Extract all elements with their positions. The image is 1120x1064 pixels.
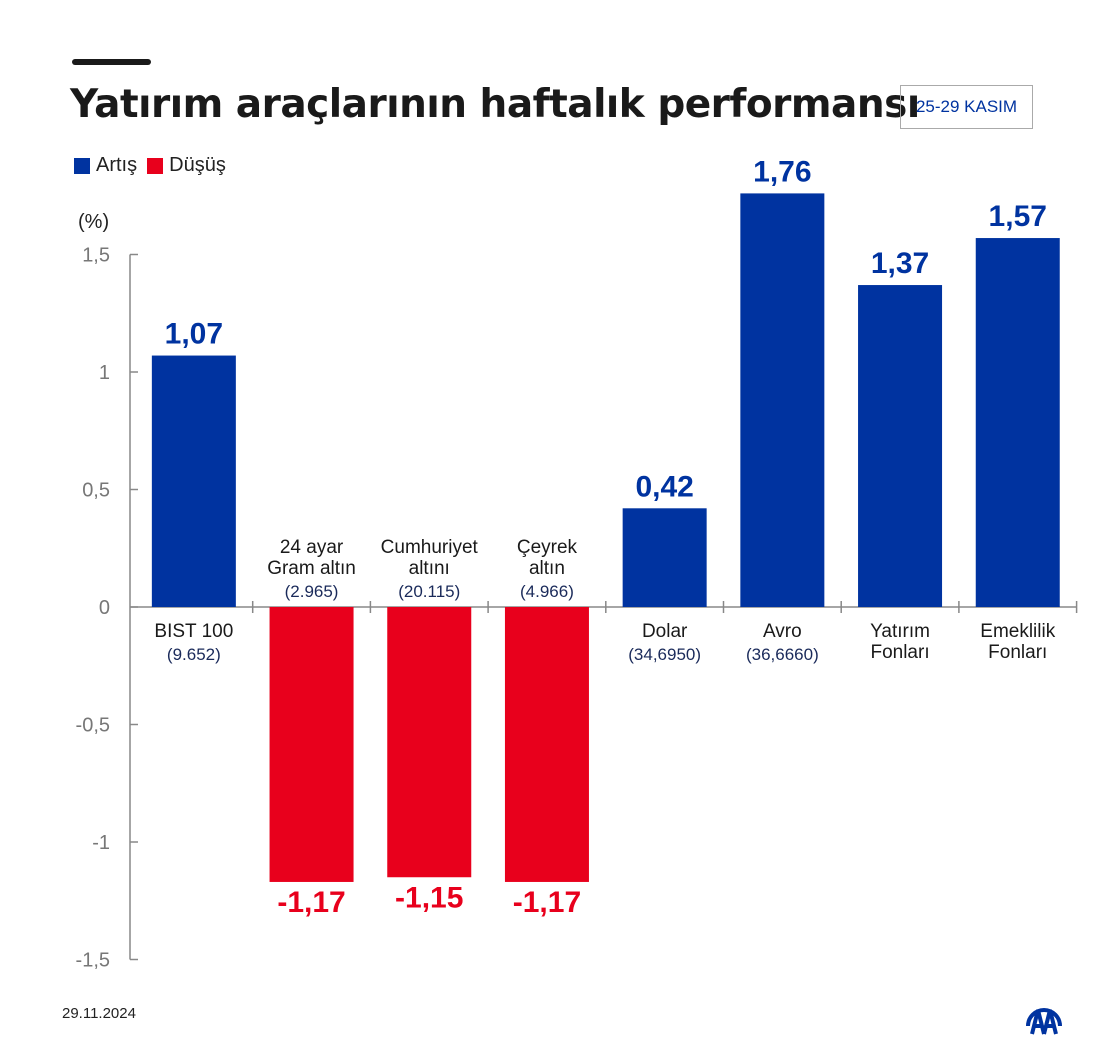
category-sublabel: (34,6950) [628,645,701,664]
chart-title: Yatırım araçlarının haftalık performansı [70,82,920,127]
legend-item-decrease: Düşüş [147,154,226,177]
legend-swatch-decrease [147,157,164,174]
bar-value-label: 1,07 [165,318,223,351]
category-label: Fonları [870,642,929,663]
bar-2 [387,607,472,878]
bar-value-label: 0,42 [635,470,693,503]
y-tick-label: -1,5 [76,950,110,972]
category-label: Çeyrek [517,537,578,558]
category-sublabel: (4.966) [520,582,574,601]
bar-1 [269,607,354,882]
category-label: Dolar [642,621,688,642]
date-range-badge: 25-29 KASIM [900,85,1033,129]
bar-0 [151,355,236,607]
category-sublabel: (36,6660) [746,645,819,664]
category-label: Fonları [988,642,1047,663]
category-label: Gram altın [267,558,356,579]
y-tick-label: 1 [99,362,110,384]
bar-value-label: -1,15 [395,881,463,914]
bar-value-label: 1,57 [989,200,1047,233]
footer-date: 29.11.2024 [62,1005,136,1022]
category-label: altını [409,558,450,579]
category-sublabel: (20.115) [398,582,460,601]
legend-label-decrease: Düşüş [169,154,226,176]
category-label: Emeklilik [980,621,1055,642]
category-label: altın [529,558,565,579]
category-label: 24 ayar [280,537,344,558]
y-tick-label: -1 [92,832,110,854]
aa-logo [1026,1008,1062,1035]
y-tick-label: 0,5 [82,480,110,502]
bar-7 [975,238,1060,608]
bar-6 [858,285,943,607]
bar-value-label: 1,76 [753,155,811,188]
bar-value-label: -1,17 [513,886,581,919]
legend-item-increase: Artış [74,154,137,177]
y-tick-label: 0 [99,597,110,619]
legend: Artış Düşüş [74,154,236,177]
legend-swatch-increase [74,157,90,174]
bar-4 [622,508,707,607]
category-sublabel: (2.965) [285,582,339,601]
bar-value-label: -1,17 [277,886,345,919]
category-label: Yatırım [870,621,930,642]
decorative-bar [72,59,151,65]
category-label: Cumhuriyet [381,537,479,558]
category-sublabel: (9.652) [167,645,221,664]
y-tick-label: 1,5 [82,245,110,267]
category-label: BIST 100 [154,621,233,642]
y-axis-unit: (%) [78,211,109,233]
y-tick-label: -0,5 [76,715,110,737]
bar-3 [504,607,589,882]
legend-label-increase: Artış [96,154,138,176]
category-label: Avro [763,621,802,642]
bar-value-label: 1,37 [871,247,929,280]
bar-5 [740,193,825,607]
